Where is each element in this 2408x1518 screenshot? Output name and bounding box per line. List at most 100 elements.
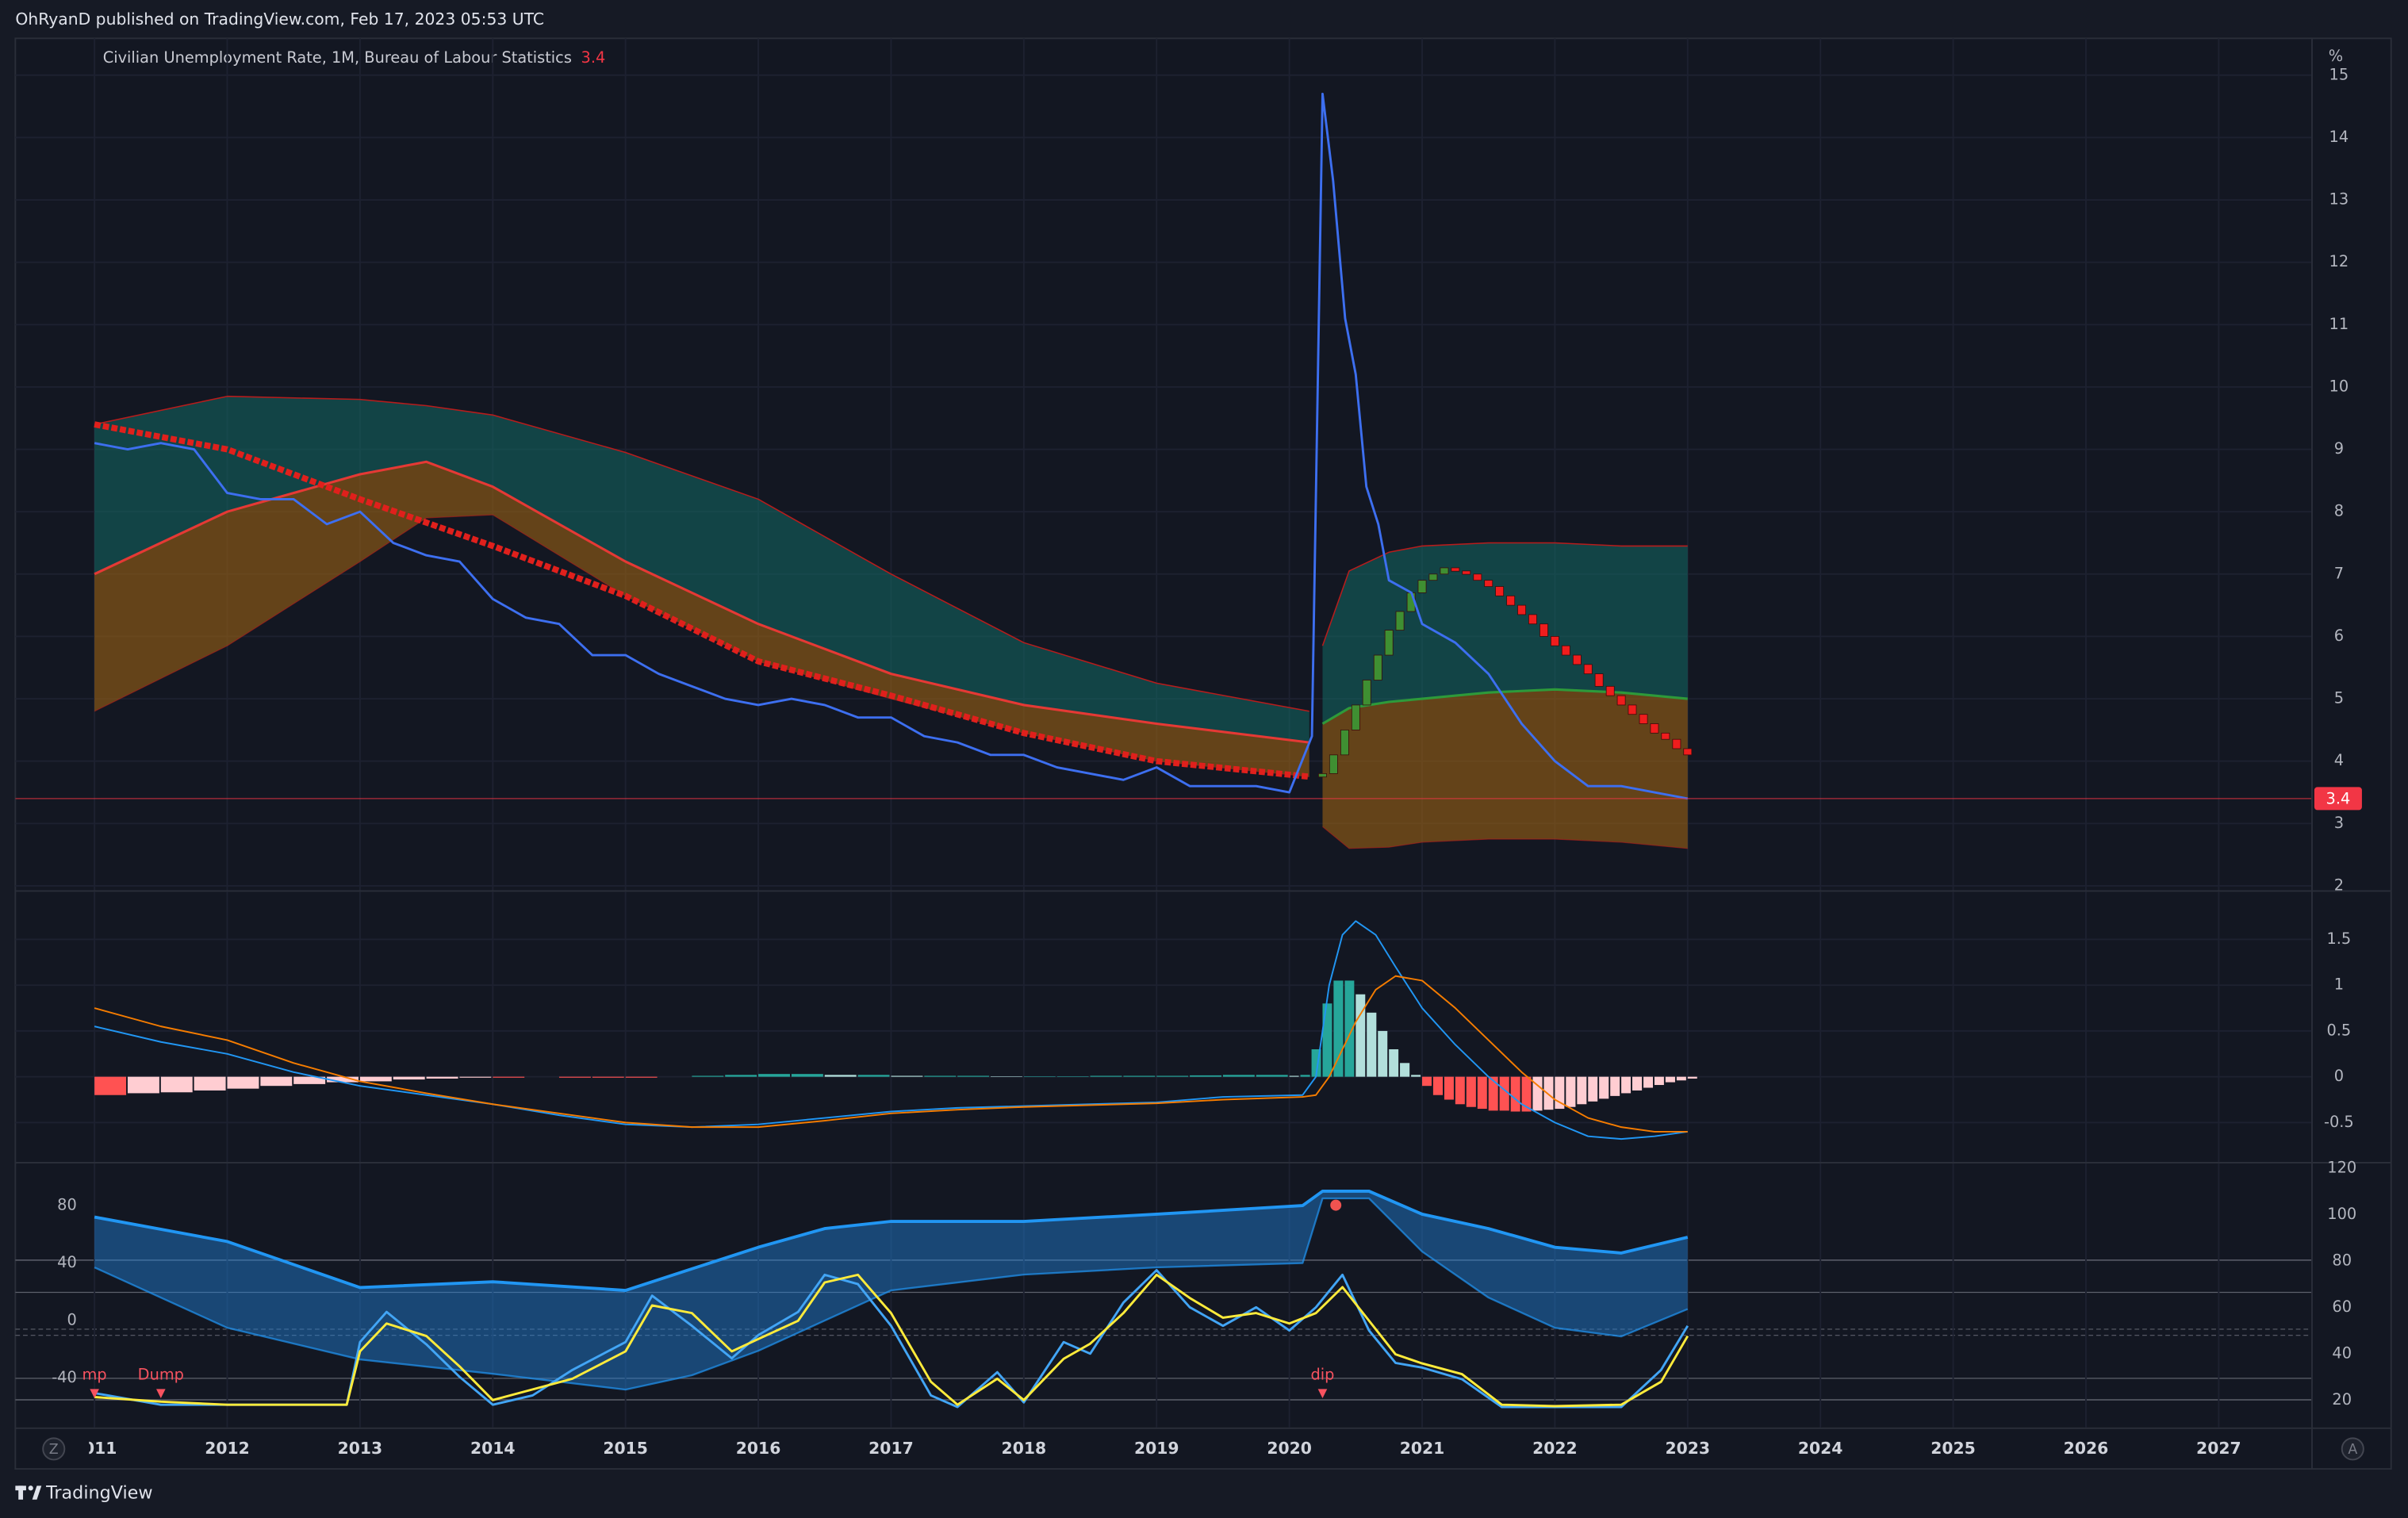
footer-brand: TradingView bbox=[45, 1483, 152, 1504]
candle-body bbox=[1340, 730, 1349, 756]
histogram-bar bbox=[1687, 1076, 1697, 1079]
histogram-bar bbox=[227, 1076, 259, 1089]
x-tick-label: 2026 bbox=[2064, 1439, 2109, 1458]
histogram-bar bbox=[1389, 1048, 1399, 1077]
candle-body bbox=[1484, 580, 1493, 587]
series-title: Civilian Unemployment Rate, 1M, Bureau o… bbox=[103, 48, 572, 67]
x-tick-label: 2012 bbox=[205, 1439, 250, 1458]
histogram-bar bbox=[293, 1076, 326, 1084]
button-label[interactable]: A bbox=[2348, 1442, 2357, 1458]
reset-button[interactable]: Z bbox=[42, 1437, 66, 1461]
moving-average bbox=[94, 421, 1310, 780]
histogram-bar bbox=[1322, 1003, 1332, 1077]
button-label[interactable]: Z bbox=[49, 1442, 59, 1458]
histogram-bar bbox=[1477, 1076, 1487, 1110]
signal-label: Dump bbox=[138, 1366, 184, 1384]
x-tick-label: 2011 bbox=[72, 1439, 117, 1458]
histogram-bar bbox=[1621, 1076, 1632, 1094]
y-tick-label: 0 bbox=[67, 1311, 76, 1329]
histogram-bar bbox=[327, 1076, 359, 1083]
histogram-bar bbox=[857, 1075, 890, 1077]
histogram-bar bbox=[824, 1075, 857, 1077]
candle-body bbox=[1473, 573, 1482, 581]
series-line bbox=[94, 92, 1689, 800]
button-circle[interactable] bbox=[42, 1437, 66, 1461]
x-tick-label: 2024 bbox=[1798, 1439, 1843, 1458]
y-tick-label: 0.5 bbox=[2326, 1021, 2351, 1039]
candle-body bbox=[1351, 704, 1360, 730]
x-tick-label: 2017 bbox=[868, 1439, 914, 1458]
y-tick-label: 6 bbox=[2334, 627, 2344, 645]
oscillator-line bbox=[94, 1273, 1689, 1408]
y-tick-label: 10 bbox=[2329, 377, 2349, 395]
histogram-bar bbox=[127, 1076, 159, 1094]
histogram-bar bbox=[1311, 1048, 1321, 1077]
auto-scale-button[interactable]: A bbox=[2341, 1437, 2364, 1461]
logo-part bbox=[28, 1485, 33, 1491]
logo-part bbox=[32, 1485, 42, 1500]
histogram-bar bbox=[1333, 980, 1344, 1077]
macd-line bbox=[94, 975, 1688, 1133]
histogram-bar bbox=[1378, 1030, 1388, 1077]
histogram-bar bbox=[1422, 1076, 1432, 1087]
histogram-bar bbox=[1588, 1076, 1598, 1102]
histogram-bar bbox=[1466, 1076, 1476, 1107]
candle-body bbox=[1683, 748, 1693, 756]
histogram-bar bbox=[1411, 1075, 1421, 1077]
y-tick-label: 0 bbox=[2334, 1067, 2344, 1085]
histogram-bar bbox=[1488, 1076, 1498, 1111]
histogram-bar bbox=[1510, 1076, 1520, 1112]
candle-body bbox=[1495, 586, 1505, 596]
y-tick-label: 120 bbox=[2327, 1158, 2356, 1176]
signal-dot bbox=[1330, 1199, 1342, 1211]
y-tick-label: 14 bbox=[2329, 128, 2349, 146]
macd-line bbox=[94, 920, 1688, 1140]
histogram-bar bbox=[459, 1076, 492, 1078]
y-tick-label: 5 bbox=[2334, 689, 2344, 707]
candle-body bbox=[1318, 773, 1327, 778]
histogram-bar bbox=[426, 1076, 458, 1079]
histogram-bar bbox=[1610, 1076, 1620, 1096]
histogram-bar bbox=[692, 1075, 724, 1077]
signal-triangle bbox=[1317, 1389, 1328, 1399]
y-tick-label: 80 bbox=[57, 1196, 77, 1214]
histogram-bar bbox=[791, 1074, 823, 1077]
signal-triangle bbox=[90, 1389, 99, 1399]
x-tick-label: 2018 bbox=[1002, 1439, 1047, 1458]
lower-band-fill bbox=[94, 462, 1309, 777]
histogram-bar bbox=[592, 1076, 624, 1078]
histogram-bar bbox=[1222, 1075, 1255, 1077]
y-tick-label: 80 bbox=[2332, 1251, 2352, 1269]
y-tick-label: 7 bbox=[2334, 564, 2344, 582]
candle-body bbox=[1605, 685, 1615, 696]
signal-label: mp bbox=[82, 1366, 107, 1384]
histogram-bar bbox=[924, 1075, 957, 1077]
histogram-bar bbox=[758, 1074, 790, 1077]
candle-body bbox=[1672, 738, 1681, 749]
histogram-bar bbox=[1566, 1076, 1576, 1107]
x-tick-label: 2019 bbox=[1134, 1439, 1179, 1458]
candle-body bbox=[1550, 636, 1559, 646]
candle-body bbox=[1384, 630, 1394, 656]
candle-body bbox=[1428, 573, 1438, 581]
histogram-bar bbox=[1521, 1076, 1532, 1112]
y-tick-label: 11 bbox=[2329, 315, 2349, 333]
histogram-bar bbox=[493, 1076, 525, 1078]
x-tick-label: 2023 bbox=[1666, 1439, 1711, 1458]
candle-body bbox=[1462, 570, 1471, 575]
histogram-bar bbox=[625, 1076, 658, 1078]
x-tick-label: 2022 bbox=[1532, 1439, 1578, 1458]
histogram-bar bbox=[725, 1075, 757, 1077]
price-label: 3.4 bbox=[2326, 789, 2351, 807]
oscillator-line bbox=[94, 1269, 1689, 1409]
button-circle[interactable] bbox=[2341, 1437, 2364, 1461]
histogram-bar bbox=[1665, 1076, 1675, 1083]
candle-body bbox=[1594, 673, 1604, 687]
candle-body bbox=[1528, 614, 1537, 625]
y-tick-label: 2 bbox=[2334, 876, 2344, 894]
histogram-bar bbox=[1355, 994, 1366, 1077]
histogram-bar bbox=[1344, 980, 1355, 1077]
histogram-bar bbox=[260, 1076, 293, 1087]
histogram-bar bbox=[558, 1076, 591, 1078]
unit-label: % bbox=[2329, 47, 2343, 65]
